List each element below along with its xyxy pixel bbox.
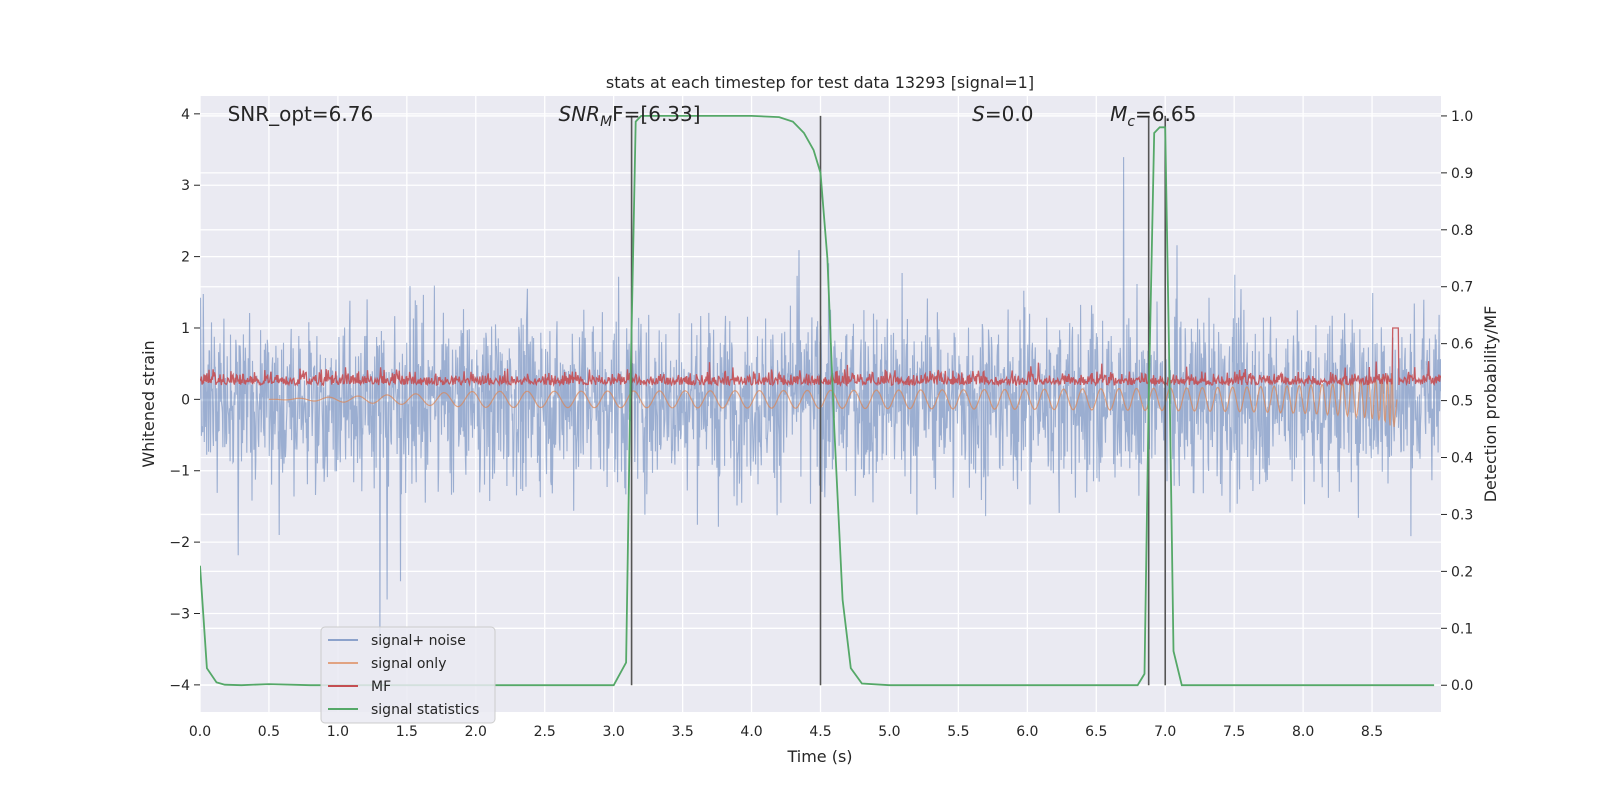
y2-tick-label: 0.9 <box>1451 166 1473 182</box>
x-tick-label: 4.0 <box>740 724 762 740</box>
y2-tick-label: 0.5 <box>1451 394 1473 410</box>
y2-axis-label: Detection probability/MF <box>1481 306 1500 503</box>
legend-entry-mf: MF <box>371 679 391 695</box>
y2-tick-label: 0.2 <box>1451 564 1473 580</box>
x-tick-label: 8.5 <box>1361 724 1383 740</box>
legend-entry-signal_only: signal only <box>371 656 446 672</box>
x-tick-label: 0.5 <box>258 724 280 740</box>
y2-tick-label: 0.6 <box>1451 337 1473 353</box>
x-tick-label: 3.5 <box>671 724 693 740</box>
y-tick-label: 1 <box>181 321 190 337</box>
y-tick-label: −1 <box>169 464 190 480</box>
y-tick-label: 3 <box>181 178 190 194</box>
legend-box <box>320 626 496 724</box>
y2-tick-label: 1.0 <box>1451 109 1473 125</box>
x-tick-label: 2.5 <box>534 724 556 740</box>
y2-tick-label: 0.0 <box>1451 678 1473 694</box>
y-tick-label: 0 <box>181 392 190 408</box>
y-axis-ticks: −4 −3 −2 −1 0 1 2 3 4 <box>169 107 200 694</box>
annotation-0: SNR_opt=6.76 <box>228 102 374 126</box>
x-tick-label: 3.0 <box>603 724 625 740</box>
y2-tick-label: 0.7 <box>1451 280 1473 296</box>
x-tick-label: 7.0 <box>1154 724 1176 740</box>
x-tick-label: 2.0 <box>465 724 487 740</box>
annotation-2: S=0.0 <box>972 102 1033 126</box>
chart-title: stats at each timestep for test data 132… <box>606 73 1034 92</box>
legend-entry-statistics: signal statistics <box>371 702 479 718</box>
x-tick-label: 8.0 <box>1292 724 1314 740</box>
x-tick-label: 4.5 <box>809 724 831 740</box>
y-tick-label: 2 <box>181 250 190 266</box>
x-tick-label: 6.5 <box>1085 724 1107 740</box>
x-tick-label: 1.0 <box>327 724 349 740</box>
y2-tick-label: 0.1 <box>1451 621 1473 637</box>
y-tick-label: −3 <box>169 606 190 622</box>
x-tick-label: 0.0 <box>189 724 211 740</box>
y-tick-label: −4 <box>169 678 190 694</box>
x-tick-label: 1.5 <box>396 724 418 740</box>
y2-tick-label: 0.4 <box>1451 451 1473 467</box>
legend-entry-noise: signal+ noise <box>371 633 466 649</box>
y2-tick-label: 0.8 <box>1451 223 1473 239</box>
legend: signal+ noise signal only MF signal statist… <box>320 626 496 724</box>
x-tick-label: 5.0 <box>878 724 900 740</box>
x-axis-label: Time (s) <box>786 747 852 766</box>
x-tick-label: 6.0 <box>1016 724 1038 740</box>
annotation-1: SNRMF=[6.33] <box>559 102 701 130</box>
annotations: SNR_opt=6.76 SNRMF=[6.33] S=0.0 Mc=6.65 <box>228 102 1197 130</box>
y2-tick-label: 0.3 <box>1451 507 1473 523</box>
x-tick-label: 5.5 <box>947 724 969 740</box>
annotation-3: Mc=6.65 <box>1110 102 1196 130</box>
y2-axis-ticks: 0.0 0.1 0.2 0.3 0.4 0.5 0.6 0.7 0.8 0.9 1.0 <box>1441 109 1473 694</box>
x-axis-ticks: 0.0 0.5 1.0 1.5 2.0 2.5 3.0 3.5 4.0 4.5 5.0 5.5 6.0 6… <box>189 724 1383 740</box>
y-tick-label: 4 <box>181 107 190 123</box>
x-tick-label: 7.5 <box>1223 724 1245 740</box>
y-tick-label: −2 <box>169 535 190 551</box>
y-axis-label: Whitened strain <box>139 340 158 467</box>
